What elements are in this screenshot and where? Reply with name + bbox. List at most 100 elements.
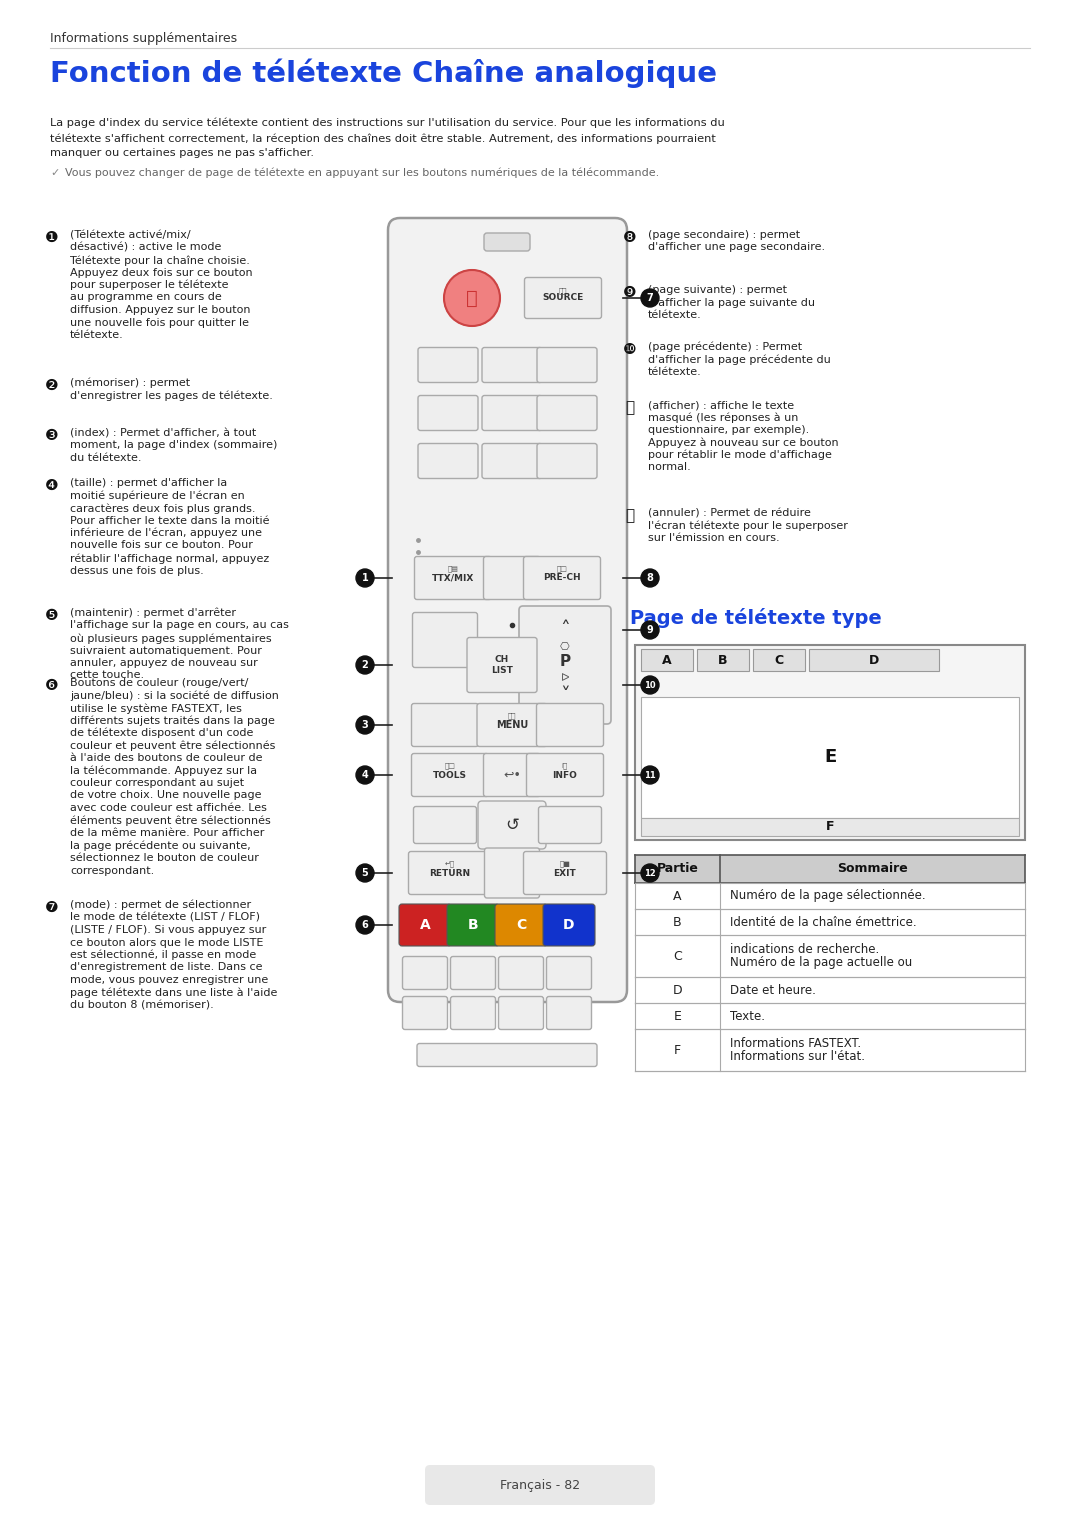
FancyBboxPatch shape (499, 997, 543, 1029)
Bar (642, 696, 1020, 818)
Text: ⓫: ⓫ (625, 400, 635, 416)
Text: où plusieurs pages supplémentaires: où plusieurs pages supplémentaires (70, 634, 272, 643)
Text: au programme en cours de: au programme en cours de (70, 293, 221, 302)
Text: l'écran télétexte pour le superposer: l'écran télétexte pour le superposer (648, 520, 848, 531)
FancyBboxPatch shape (418, 396, 478, 431)
FancyBboxPatch shape (499, 957, 543, 989)
FancyBboxPatch shape (450, 957, 496, 989)
Bar (635, 910, 1025, 936)
Text: Sommaire: Sommaire (837, 862, 908, 876)
Text: télétexte.: télétexte. (648, 367, 702, 377)
Text: 7: 7 (647, 293, 653, 304)
Text: ✓: ✓ (50, 169, 59, 178)
Text: i⎙: i⎙ (562, 762, 568, 770)
Text: éléments peuvent être sélectionnés: éléments peuvent être sélectionnés (70, 816, 271, 825)
Text: est sélectionné, il passe en mode: est sélectionné, il passe en mode (70, 950, 256, 960)
Text: B: B (718, 653, 728, 666)
Text: Appuyez deux fois sur ce bouton: Appuyez deux fois sur ce bouton (70, 267, 253, 278)
FancyBboxPatch shape (482, 348, 542, 382)
FancyBboxPatch shape (426, 1465, 654, 1505)
FancyBboxPatch shape (527, 753, 604, 796)
Text: ⎙□: ⎙□ (556, 566, 567, 572)
Text: C: C (774, 653, 784, 666)
Text: la page précédente ou suivante,: la page précédente ou suivante, (70, 841, 251, 851)
Text: Identité de la chaîne émettrice.: Identité de la chaîne émettrice. (730, 916, 917, 928)
Text: pour rétablir le mode d'affichage: pour rétablir le mode d'affichage (648, 449, 832, 460)
Bar (697, 649, 750, 670)
Text: MENU: MENU (496, 719, 528, 730)
Bar (642, 649, 693, 670)
Text: ⏻: ⏻ (467, 288, 477, 307)
Bar (635, 854, 1025, 884)
Text: INFO: INFO (553, 770, 578, 779)
FancyBboxPatch shape (495, 904, 546, 946)
Text: (mode) : permet de sélectionner: (mode) : permet de sélectionner (70, 900, 252, 911)
Text: ⎙□: ⎙□ (445, 762, 456, 770)
FancyBboxPatch shape (524, 851, 607, 894)
Text: 9: 9 (647, 624, 653, 635)
Text: 2: 2 (362, 660, 368, 670)
Text: F: F (826, 821, 834, 833)
Circle shape (642, 765, 659, 784)
Circle shape (642, 676, 659, 693)
Text: ❺: ❺ (45, 607, 58, 623)
Text: ˄: ˄ (561, 620, 570, 640)
Circle shape (356, 657, 374, 673)
Bar (635, 936, 1025, 977)
Text: Appuyez à nouveau sur ce bouton: Appuyez à nouveau sur ce bouton (648, 437, 839, 448)
Text: ⓬: ⓬ (625, 508, 635, 523)
Text: (mémoriser) : permet: (mémoriser) : permet (70, 377, 190, 388)
Text: TOOLS: TOOLS (433, 770, 467, 779)
Text: couleur et peuvent être sélectionnés: couleur et peuvent être sélectionnés (70, 741, 275, 752)
Text: B: B (468, 917, 478, 933)
Text: ↺: ↺ (505, 816, 518, 834)
FancyBboxPatch shape (411, 753, 488, 796)
FancyBboxPatch shape (388, 218, 627, 1002)
Text: 8: 8 (647, 574, 653, 583)
FancyBboxPatch shape (477, 704, 546, 747)
Text: moment, la page d'index (sommaire): moment, la page d'index (sommaire) (70, 440, 278, 451)
FancyBboxPatch shape (418, 443, 478, 479)
FancyBboxPatch shape (537, 396, 597, 431)
Text: (afficher) : affiche le texte: (afficher) : affiche le texte (648, 400, 794, 410)
Text: d'afficher la page suivante du: d'afficher la page suivante du (648, 298, 815, 307)
FancyBboxPatch shape (478, 801, 546, 848)
FancyBboxPatch shape (546, 997, 592, 1029)
Text: avec code couleur est affichée. Les: avec code couleur est affichée. Les (70, 802, 267, 813)
Circle shape (444, 270, 500, 327)
Text: rétablir l'affichage normal, appuyez: rétablir l'affichage normal, appuyez (70, 552, 269, 563)
Text: télétexte.: télétexte. (648, 310, 702, 321)
Text: Numéro de la page actuelle ou: Numéro de la page actuelle ou (730, 956, 913, 969)
Text: ❾: ❾ (623, 285, 637, 301)
FancyBboxPatch shape (447, 904, 499, 946)
Text: ❹: ❹ (45, 479, 58, 492)
Text: (page précédente) : Permet: (page précédente) : Permet (648, 342, 802, 353)
Text: ❽: ❽ (623, 230, 637, 245)
Text: nouvelle fois sur ce bouton. Pour: nouvelle fois sur ce bouton. Pour (70, 540, 253, 551)
Text: 1: 1 (362, 574, 368, 583)
FancyBboxPatch shape (484, 557, 540, 600)
Text: Informations supplémentaires: Informations supplémentaires (50, 32, 238, 44)
Text: CH
LIST: CH LIST (491, 655, 513, 675)
Circle shape (356, 569, 374, 588)
Text: A: A (420, 917, 430, 933)
Text: moitié supérieure de l'écran en: moitié supérieure de l'écran en (70, 491, 245, 502)
Text: SOURCE: SOURCE (542, 293, 583, 302)
Text: (Télétexte activé/mix/: (Télétexte activé/mix/ (70, 230, 191, 239)
Text: sur l'émission en cours.: sur l'émission en cours. (648, 532, 780, 543)
FancyBboxPatch shape (411, 704, 478, 747)
FancyBboxPatch shape (485, 848, 540, 897)
Text: D: D (564, 917, 575, 933)
Text: masqué (les réponses à un: masqué (les réponses à un (648, 413, 798, 423)
Text: d'afficher la page précédente du: d'afficher la page précédente du (648, 354, 831, 365)
Bar (635, 977, 1025, 1003)
Text: ᐅ: ᐅ (561, 673, 569, 683)
FancyBboxPatch shape (482, 396, 542, 431)
Text: télétexte.: télétexte. (70, 330, 124, 341)
Text: normal.: normal. (648, 462, 691, 472)
Text: E: E (824, 749, 836, 767)
Circle shape (642, 864, 659, 882)
Text: (index) : Permet d'afficher, à tout: (index) : Permet d'afficher, à tout (70, 428, 256, 439)
Text: Page de télétexte type: Page de télétexte type (630, 607, 881, 627)
Text: 12: 12 (644, 868, 656, 877)
